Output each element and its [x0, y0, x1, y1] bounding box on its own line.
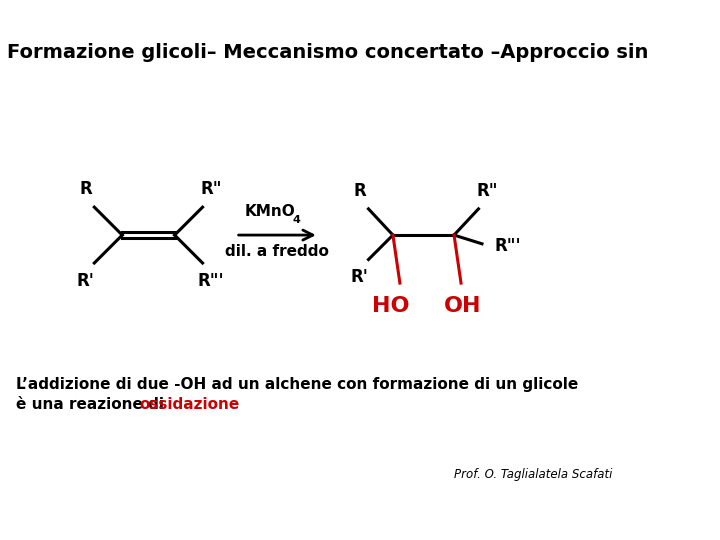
Text: R': R' [351, 268, 369, 286]
Text: R: R [79, 180, 92, 198]
Text: R: R [354, 182, 366, 200]
Text: R"': R"' [198, 272, 225, 290]
Text: è una reazione di: è una reazione di [16, 397, 169, 413]
Text: OH: OH [444, 296, 482, 316]
Text: ossidazione: ossidazione [140, 397, 240, 413]
Text: R"': R"' [494, 237, 521, 254]
Text: L’addizione di due -OH ad un alchene con formazione di un glicole: L’addizione di due -OH ad un alchene con… [16, 376, 578, 392]
Text: R": R" [477, 182, 498, 200]
Text: HO: HO [372, 296, 410, 316]
Text: R": R" [201, 180, 222, 198]
Text: 4: 4 [292, 214, 300, 225]
Text: R': R' [76, 272, 94, 290]
Text: KMnO: KMnO [245, 204, 296, 219]
Text: Formazione glicoli– Meccanismo concertato –Approccio sin: Formazione glicoli– Meccanismo concertat… [7, 43, 649, 62]
Text: Prof. O. Taglialatela Scafati: Prof. O. Taglialatela Scafati [454, 468, 613, 481]
Text: dil. a freddo: dil. a freddo [225, 244, 329, 259]
